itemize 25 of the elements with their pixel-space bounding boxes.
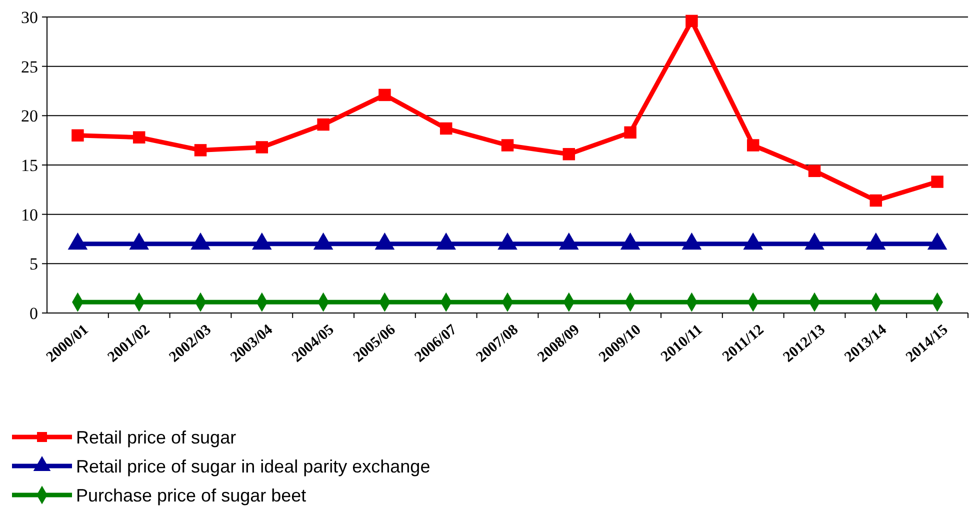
legend-label: Retail price of sugar — [76, 427, 236, 448]
point — [317, 118, 330, 131]
point — [562, 148, 576, 160]
y-tick-label: 25 — [21, 57, 38, 76]
point — [686, 14, 698, 28]
point — [746, 139, 760, 152]
y-tick-label: 0 — [30, 304, 38, 323]
point — [194, 144, 207, 156]
point — [501, 139, 514, 152]
legend-label: Purchase price of sugar beet — [76, 485, 306, 506]
point — [870, 194, 882, 207]
y-tick-label: 15 — [21, 156, 38, 175]
legend-label: Retail price of sugar in ideal parity exchange — [76, 456, 430, 476]
y-tick-label: 20 — [21, 106, 38, 126]
point — [132, 131, 146, 144]
point — [808, 164, 821, 178]
y-tick-label: 5 — [30, 254, 38, 274]
y-tick-label: 30 — [21, 8, 38, 27]
point — [378, 88, 391, 102]
point — [72, 129, 84, 142]
point — [256, 141, 268, 154]
y-tick-label: 10 — [21, 205, 38, 224]
point — [440, 122, 452, 135]
point — [931, 176, 944, 188]
point — [624, 126, 636, 139]
